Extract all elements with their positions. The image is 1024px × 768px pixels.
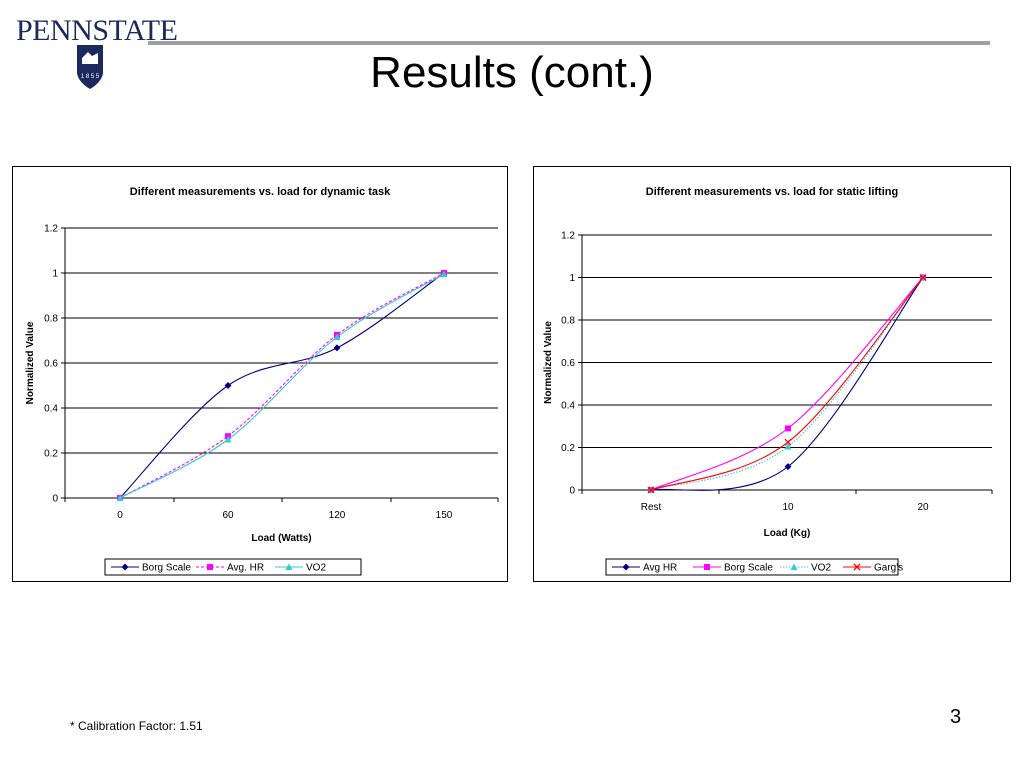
penn-state-shield-icon: 1 8 5 5 (77, 45, 103, 89)
legend-label: Garg's (874, 563, 903, 574)
legend-box (605, 558, 899, 576)
legend-label: VO2 (811, 563, 831, 574)
legend-box (104, 558, 362, 576)
calibration-footnote: * Calibration Factor: 1.51 (70, 719, 203, 733)
series-1 (117, 270, 447, 501)
y-tick-label: 1.2 (44, 224, 58, 235)
data-point (785, 425, 791, 432)
data-point (784, 438, 792, 446)
y-axis-label: Normalized Value (25, 321, 36, 404)
x-tick-label: 150 (436, 510, 453, 521)
series-line (650, 277, 924, 491)
chart-title: Different measurements vs. load for dyna… (130, 186, 391, 198)
y-tick-label: 0.6 (44, 359, 58, 370)
y-tick-label: 0.8 (44, 314, 58, 325)
chart-dynamic-task-svg: Different measurements vs. load for dyna… (25, 186, 499, 576)
legend-marker (790, 563, 798, 570)
series-3 (647, 274, 927, 494)
series-line (650, 277, 924, 491)
y-tick-label: 0.2 (44, 449, 58, 460)
legend-label: Avg. HR (227, 563, 264, 574)
legend-label: VO2 (306, 563, 326, 574)
chart-static-lifting-svg: Different measurements vs. load for stat… (543, 186, 993, 576)
data-point (116, 494, 124, 501)
y-tick-label: 0.6 (561, 358, 575, 369)
y-tick-label: 1 (52, 269, 58, 280)
x-axis-label: Load (Watts) (251, 533, 311, 544)
x-tick-label: Rest (641, 502, 662, 513)
chart-title: Different measurements vs. load for stat… (646, 186, 898, 198)
chart-static-lifting: Different measurements vs. load for stat… (533, 166, 1011, 582)
legend-marker (285, 563, 293, 570)
chart-dynamic-task: Different measurements vs. load for dyna… (12, 166, 508, 582)
legend-marker (207, 564, 213, 570)
y-tick-label: 0.8 (561, 316, 575, 327)
legend-marker (853, 563, 861, 571)
x-tick-label: 60 (222, 510, 234, 521)
penn-state-wordmark: PENNSTATE (16, 14, 178, 47)
y-tick-label: 1.2 (561, 231, 575, 242)
legend-label: Borg Scale (142, 563, 191, 574)
series-line (119, 273, 445, 499)
x-tick-label: 20 (917, 502, 929, 513)
series-0 (647, 274, 927, 494)
x-tick-label: 10 (782, 502, 794, 513)
legend-label: Avg HR (643, 563, 677, 574)
series-1 (648, 274, 926, 493)
x-tick-label: 0 (117, 510, 123, 521)
data-point (440, 270, 448, 278)
svg-text:1 8 5 5: 1 8 5 5 (81, 74, 100, 80)
data-point (333, 344, 341, 352)
data-point (647, 486, 655, 494)
y-tick-label: 0.4 (561, 401, 575, 412)
data-point (224, 382, 232, 389)
data-point (333, 333, 341, 341)
y-tick-label: 0 (52, 494, 58, 505)
series-2 (647, 274, 927, 493)
series-2 (116, 270, 448, 501)
legend-marker (121, 563, 129, 571)
y-tick-label: 0.4 (44, 404, 58, 415)
legend: Avg HR Borg Scale VO2 Garg's (605, 558, 903, 576)
legend-label: Borg Scale (724, 563, 773, 574)
series-line (650, 277, 924, 491)
series-0 (116, 269, 448, 502)
legend-marker (704, 564, 710, 570)
series-line (119, 272, 445, 499)
y-tick-label: 0 (569, 486, 575, 497)
header-divider (148, 41, 990, 45)
x-tick-label: 120 (329, 510, 346, 521)
page-number: 3 (950, 706, 962, 728)
series-line (650, 277, 924, 491)
y-axis-label: Normalized Value (543, 321, 554, 404)
data-point (784, 442, 792, 450)
y-tick-label: 0.2 (561, 443, 575, 454)
page-title: Results (cont.) (370, 48, 654, 97)
x-axis-label: Load (Kg) (764, 528, 811, 539)
series-line (119, 272, 445, 499)
y-tick-label: 1 (569, 273, 575, 284)
legend: Borg Scale Avg. HR VO2 (104, 558, 362, 576)
data-point (919, 274, 927, 281)
legend-marker (622, 563, 630, 571)
data-point (784, 463, 792, 471)
data-point (224, 436, 232, 443)
